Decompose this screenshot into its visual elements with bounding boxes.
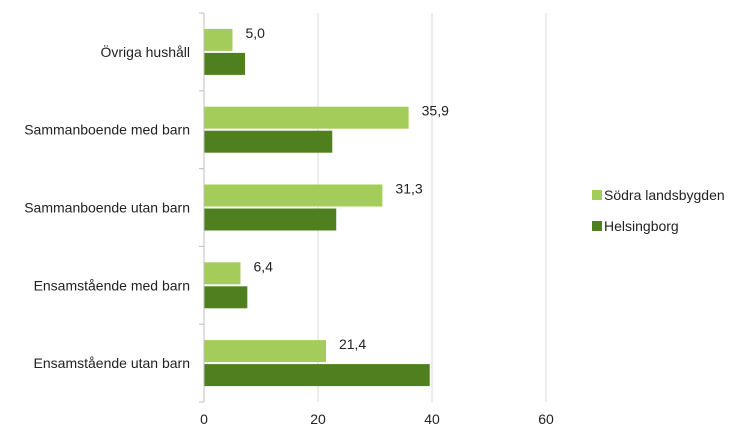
bar-sodra-landsbygden (204, 262, 241, 285)
data-label: 5,0 (246, 25, 266, 41)
bar-helsingborg (204, 130, 333, 153)
bar-helsingborg (204, 52, 246, 75)
legend-label: Helsingborg (604, 218, 679, 234)
bar-sodra-landsbygden (204, 106, 409, 129)
x-tick-label: 20 (310, 411, 326, 427)
legend-swatch (592, 221, 602, 231)
gridlines (317, 13, 547, 402)
legend-swatch (592, 190, 602, 200)
bar-helsingborg (204, 364, 430, 387)
axes (199, 12, 205, 403)
bar-helsingborg (204, 286, 248, 309)
bar-sodra-landsbygden (204, 340, 326, 363)
category-label: Ensamstående med barn (34, 277, 190, 293)
data-label: 6,4 (253, 258, 273, 274)
bar-sodra-landsbygden (204, 28, 233, 51)
legend: Södra landsbygden Helsingborg (592, 187, 725, 234)
labels: 0 20 40 60 Övriga hushåll 5,0 Sammanboende med… (24, 25, 554, 427)
data-label: 21,4 (339, 336, 366, 352)
category-label: Ensamstående utan barn (34, 355, 190, 371)
category-label: Övriga hushåll (101, 43, 191, 60)
bar-sodra-landsbygden (204, 184, 383, 207)
data-label: 35,9 (422, 103, 449, 119)
category-label: Sammanboende utan barn (24, 200, 190, 216)
data-label: 31,3 (395, 181, 422, 197)
category-label: Sammanboende med barn (24, 122, 190, 138)
legend-label: Södra landsbygden (604, 187, 725, 203)
x-tick-label: 0 (200, 411, 208, 427)
bars (204, 28, 430, 387)
x-tick-label: 40 (424, 411, 440, 427)
bar-helsingborg (204, 208, 337, 231)
x-tick-label: 60 (538, 411, 554, 427)
